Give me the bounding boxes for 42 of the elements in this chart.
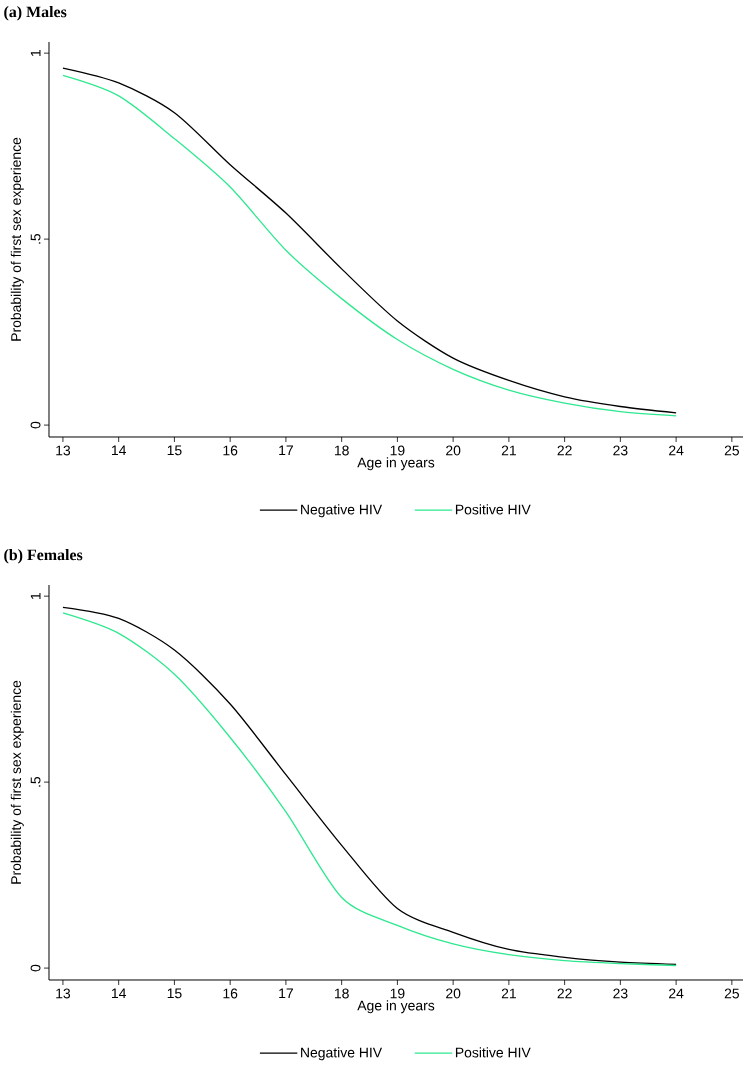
x-tick-label: 23 bbox=[613, 445, 628, 456]
x-tick-label: 13 bbox=[56, 445, 71, 456]
y-tick-label: 1 bbox=[30, 49, 41, 56]
x-tick-label: 19 bbox=[390, 988, 405, 999]
chart-title: (b) Females bbox=[4, 549, 83, 564]
x-tick-label: 22 bbox=[557, 988, 572, 999]
chart-title: (a) Males bbox=[4, 6, 67, 21]
x-tick-label: 25 bbox=[724, 988, 740, 999]
x-tick-label: 17 bbox=[279, 988, 293, 999]
legend-label: Positive HIV bbox=[455, 504, 531, 515]
x-tick-label: 21 bbox=[501, 988, 516, 999]
x-tick-label: 20 bbox=[446, 988, 461, 999]
x-tick-label: 20 bbox=[446, 445, 461, 456]
x-tick-label: 15 bbox=[167, 445, 182, 456]
y-tick-label: .5 bbox=[30, 776, 41, 787]
x-tick-label: 25 bbox=[724, 445, 740, 456]
x-tick-label: 24 bbox=[669, 988, 684, 999]
legend-label: Negative HIV bbox=[301, 504, 383, 518]
y-axis-title: Probability of first sex experience bbox=[10, 680, 24, 884]
x-tick-label: 18 bbox=[334, 988, 349, 999]
y-axis-title: Probability of first sex experience bbox=[10, 137, 24, 341]
x-axis-title: Age in years bbox=[357, 1000, 435, 1014]
x-tick-label: 17 bbox=[279, 445, 293, 456]
x-axis-title: Age in years bbox=[357, 457, 435, 471]
x-tick-label: 19 bbox=[390, 445, 405, 456]
x-tick-label: 16 bbox=[223, 988, 238, 999]
x-tick-label: 16 bbox=[223, 445, 238, 456]
y-tick-label: 0 bbox=[30, 964, 41, 972]
x-tick-label: 13 bbox=[56, 988, 71, 999]
x-tick-label: 21 bbox=[501, 445, 516, 456]
y-tick-label: 0 bbox=[30, 421, 41, 429]
x-tick-label: 18 bbox=[334, 445, 349, 456]
y-tick-label: 1 bbox=[30, 592, 41, 599]
legend-label: Negative HIV bbox=[301, 1047, 383, 1061]
x-tick-label: 14 bbox=[111, 988, 127, 999]
y-tick-label: .5 bbox=[30, 233, 41, 244]
x-tick-label: 24 bbox=[669, 445, 684, 456]
x-tick-label: 23 bbox=[613, 988, 628, 999]
legend-label: Positive HIV bbox=[455, 1047, 531, 1058]
x-tick-label: 14 bbox=[111, 445, 127, 456]
x-tick-label: 22 bbox=[557, 445, 572, 456]
x-tick-label: 15 bbox=[167, 988, 182, 999]
